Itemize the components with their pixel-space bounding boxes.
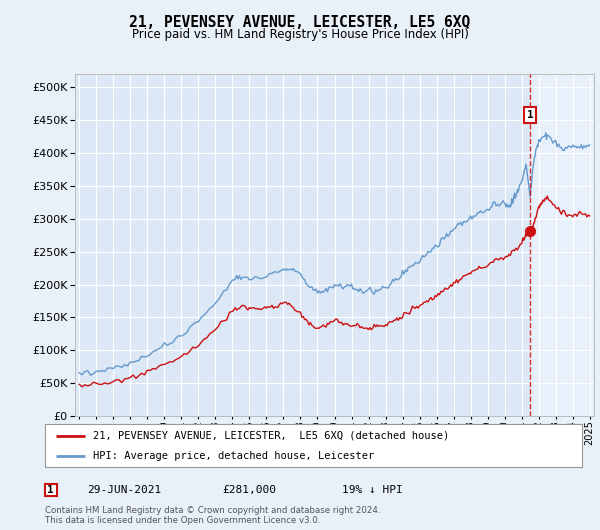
Bar (530, 74, 594, 416)
Text: This data is licensed under the Open Government Licence v3.0.: This data is licensed under the Open Gov… (45, 516, 320, 525)
Text: Contains HM Land Registry data © Crown copyright and database right 2024.: Contains HM Land Registry data © Crown c… (45, 506, 380, 515)
Text: 1: 1 (47, 485, 54, 495)
Text: 1: 1 (527, 110, 533, 120)
Text: Price paid vs. HM Land Registry's House Price Index (HPI): Price paid vs. HM Land Registry's House … (131, 28, 469, 41)
Text: 29-JUN-2021: 29-JUN-2021 (87, 485, 161, 495)
Text: HPI: Average price, detached house, Leicester: HPI: Average price, detached house, Leic… (94, 450, 374, 461)
Text: £281,000: £281,000 (222, 485, 276, 495)
Text: 19% ↓ HPI: 19% ↓ HPI (342, 485, 403, 495)
Text: 21, PEVENSEY AVENUE, LEICESTER,  LE5 6XQ (detached house): 21, PEVENSEY AVENUE, LEICESTER, LE5 6XQ … (94, 431, 449, 441)
Text: 21, PEVENSEY AVENUE, LEICESTER, LE5 6XQ: 21, PEVENSEY AVENUE, LEICESTER, LE5 6XQ (130, 15, 470, 30)
